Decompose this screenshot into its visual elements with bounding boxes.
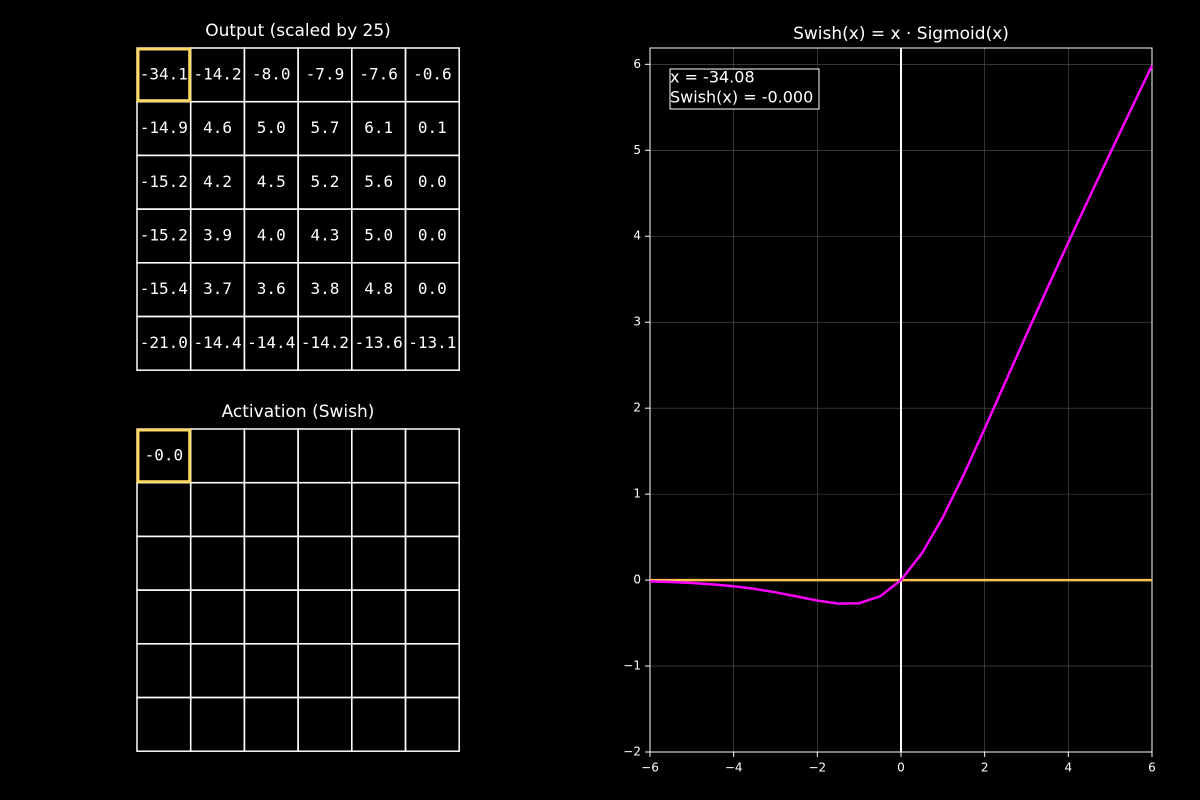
cell-text: 4.6 xyxy=(203,118,232,137)
cell-text: -15.4 xyxy=(140,279,188,298)
cell-text: 4.0 xyxy=(257,225,286,244)
grid-title: Output (scaled by 25) xyxy=(205,21,391,41)
y-tick-label: 4 xyxy=(633,229,641,243)
x-tick-label: −4 xyxy=(725,761,743,775)
annotation-box xyxy=(669,68,820,110)
cell-text: 5.2 xyxy=(310,172,339,191)
x-tick-label: 2 xyxy=(981,761,989,775)
y-tick-label: 6 xyxy=(633,57,641,71)
cell-text: 3.7 xyxy=(203,279,232,298)
cell-text: -0.0 xyxy=(145,445,184,464)
cell-text: -7.9 xyxy=(306,64,345,83)
series-line xyxy=(649,65,1154,605)
axes-frame xyxy=(649,47,1153,753)
cell-text: -14.2 xyxy=(193,64,241,83)
cell-text: 3.6 xyxy=(257,279,286,298)
cell-text: 5.0 xyxy=(257,118,286,137)
cell-text: -34.1 xyxy=(140,64,188,83)
annotation-text: Swish(x) = -0.000 xyxy=(670,88,813,107)
grid-cell xyxy=(404,315,460,371)
cell-text: -0.6 xyxy=(413,64,452,83)
cell-text: 4.8 xyxy=(364,279,393,298)
cell-text: 3.8 xyxy=(310,279,339,298)
cell-text: 0.0 xyxy=(418,279,447,298)
y-tick-label: −1 xyxy=(623,659,641,673)
y-tick-label: 3 xyxy=(633,315,641,329)
cell-text: 4.5 xyxy=(257,172,286,191)
highlight-cell xyxy=(136,428,192,484)
x-tick-label: 0 xyxy=(897,761,905,775)
x-tick-label: 4 xyxy=(1065,761,1073,775)
cell-text: 5.0 xyxy=(364,225,393,244)
y-tick-label: 0 xyxy=(633,573,641,587)
cell-text: -13.1 xyxy=(408,333,456,352)
grid-title: Activation (Swish) xyxy=(222,402,375,422)
cell-text: -15.2 xyxy=(140,225,188,244)
cell-text: -8.0 xyxy=(252,64,291,83)
cell-text: 5.7 xyxy=(310,118,339,137)
x-tick-label: 6 xyxy=(1148,761,1156,775)
cell-text: 4.3 xyxy=(310,225,339,244)
cell-text: -14.2 xyxy=(301,333,349,352)
y-tick-label: 2 xyxy=(633,401,641,415)
cell-text: 5.6 xyxy=(364,172,393,191)
cell-text: 6.1 xyxy=(364,118,393,137)
cell-text: -21.0 xyxy=(140,333,188,352)
highlight-cell xyxy=(136,47,192,103)
y-tick-label: −2 xyxy=(623,745,641,759)
cell-text: -15.2 xyxy=(140,172,188,191)
grid-cell xyxy=(404,696,460,752)
cell-text: 4.2 xyxy=(203,172,232,191)
chart-title: Swish(x) = x · Sigmoid(x) xyxy=(793,24,1009,44)
cell-text: -14.4 xyxy=(193,333,241,352)
x-tick-label: −2 xyxy=(808,761,826,775)
cell-text: -7.6 xyxy=(359,64,398,83)
cell-text: 0.0 xyxy=(418,225,447,244)
y-tick-label: 1 xyxy=(633,487,641,501)
annotation-text: x = -34.08 xyxy=(670,68,755,87)
x-tick-label: −6 xyxy=(641,761,659,775)
cell-text: 3.9 xyxy=(203,225,232,244)
cell-text: -14.4 xyxy=(247,333,295,352)
cell-text: 0.1 xyxy=(418,118,447,137)
cell-text: 0.0 xyxy=(418,172,447,191)
cell-text: -14.9 xyxy=(140,118,188,137)
cell-text: -13.6 xyxy=(355,333,403,352)
y-tick-label: 5 xyxy=(633,143,641,157)
